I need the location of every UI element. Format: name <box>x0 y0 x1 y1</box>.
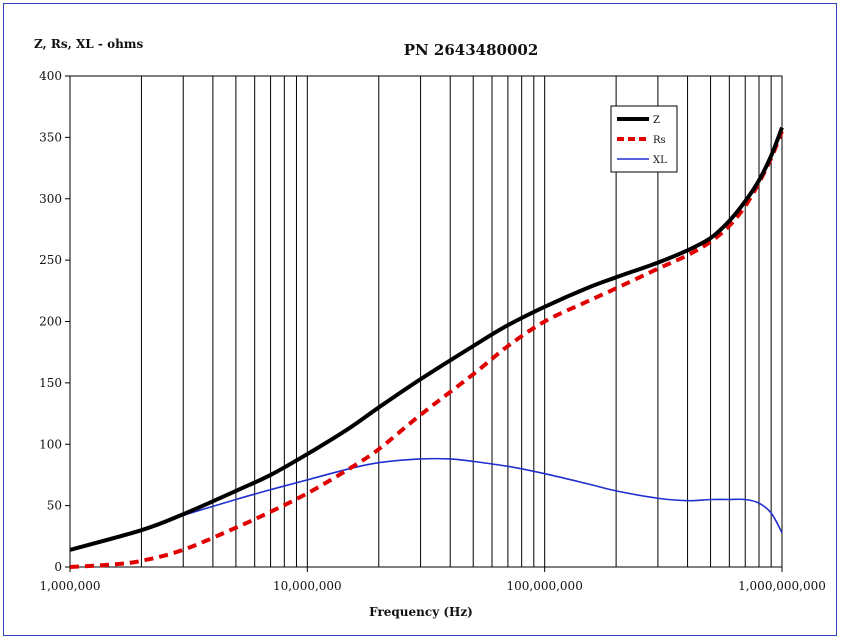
tick-labels: 0 50 100 150 200 250 300 350 400 1,000,000 10,000,… <box>39 69 826 593</box>
x-tick-label: 100,000,000 <box>506 579 582 593</box>
legend-label-z: Z <box>653 115 660 126</box>
y-tick-label: 400 <box>39 69 62 83</box>
legend-label-rs: Rs <box>653 135 666 146</box>
y-tick-label: 150 <box>39 376 62 390</box>
series-line-rs <box>69 130 784 569</box>
y-tick-label: 100 <box>39 437 62 451</box>
y-tick-label: 300 <box>39 192 62 206</box>
y-axis-title: Z, Rs, XL - ohms <box>34 37 143 51</box>
legend-label-xl: XL <box>653 155 667 166</box>
x-tick-label: 10,000,000 <box>273 579 342 593</box>
chart-svg: PN 2643480002 Z, Rs, XL - ohms Frequency… <box>34 37 826 619</box>
y-tick-label: 0 <box>54 560 62 574</box>
series-line-z <box>69 126 784 552</box>
grid-layer <box>69 75 783 568</box>
y-tick-label: 200 <box>39 315 62 329</box>
chart-frame: PN 2643480002 Z, Rs, XL - ohms Frequency… <box>3 3 837 636</box>
series-line-xl <box>69 457 783 551</box>
y-tick-label: 350 <box>39 130 62 144</box>
x-tick-label: 1,000,000 <box>39 579 100 593</box>
x-tick-label: 1,000,000,000 <box>738 579 826 593</box>
legend: Z Rs XL <box>610 105 678 173</box>
y-tick-label: 250 <box>39 253 62 267</box>
y-tick-label: 50 <box>47 499 62 513</box>
x-axis-title: Frequency (Hz) <box>369 605 473 619</box>
chart-title: PN 2643480002 <box>404 41 539 59</box>
series-layer <box>69 126 784 569</box>
